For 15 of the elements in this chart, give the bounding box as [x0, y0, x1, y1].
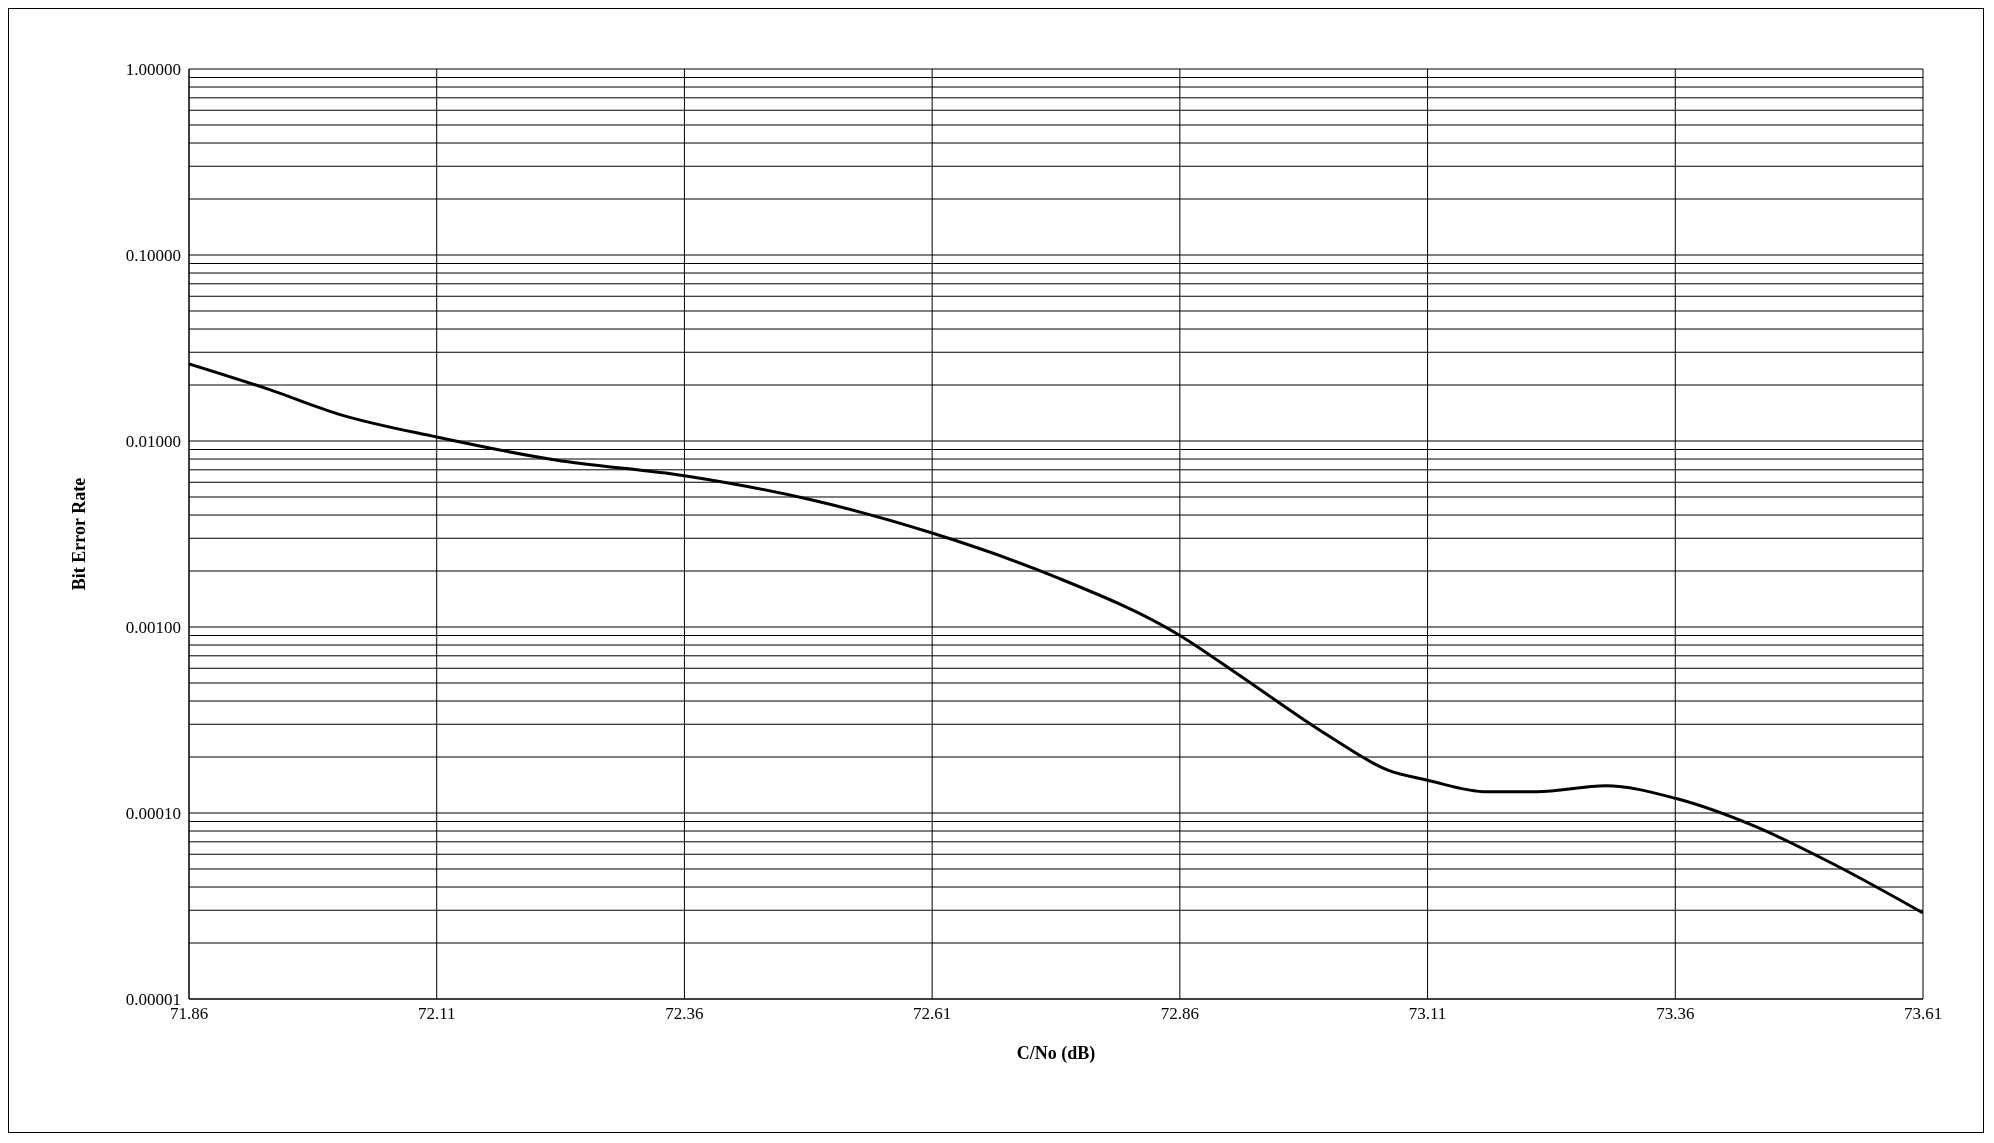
y-tick-label: 0.10000 — [125, 246, 181, 266]
y-tick-label: 0.00010 — [125, 804, 181, 824]
y-axis-title: Bit Error Rate — [69, 477, 90, 591]
x-tick-label: 73.36 — [1656, 1004, 1695, 1024]
x-tick-label: 72.36 — [665, 1004, 704, 1024]
x-tick-label: 73.61 — [1903, 1004, 1943, 1024]
x-axis-title: C/No (dB) — [1016, 1043, 1096, 1064]
y-tick-label: 0.00100 — [125, 618, 181, 638]
x-tick-label: 72.11 — [417, 1004, 456, 1024]
x-tick-label: 72.86 — [1160, 1004, 1199, 1024]
x-tick-label: 72.61 — [913, 1004, 952, 1024]
y-tick-label: 0.01000 — [125, 432, 181, 452]
x-tick-label: 73.11 — [1408, 1004, 1447, 1024]
y-tick-label: 1.00000 — [125, 60, 181, 80]
x-tick-label: 71.86 — [169, 1004, 209, 1024]
